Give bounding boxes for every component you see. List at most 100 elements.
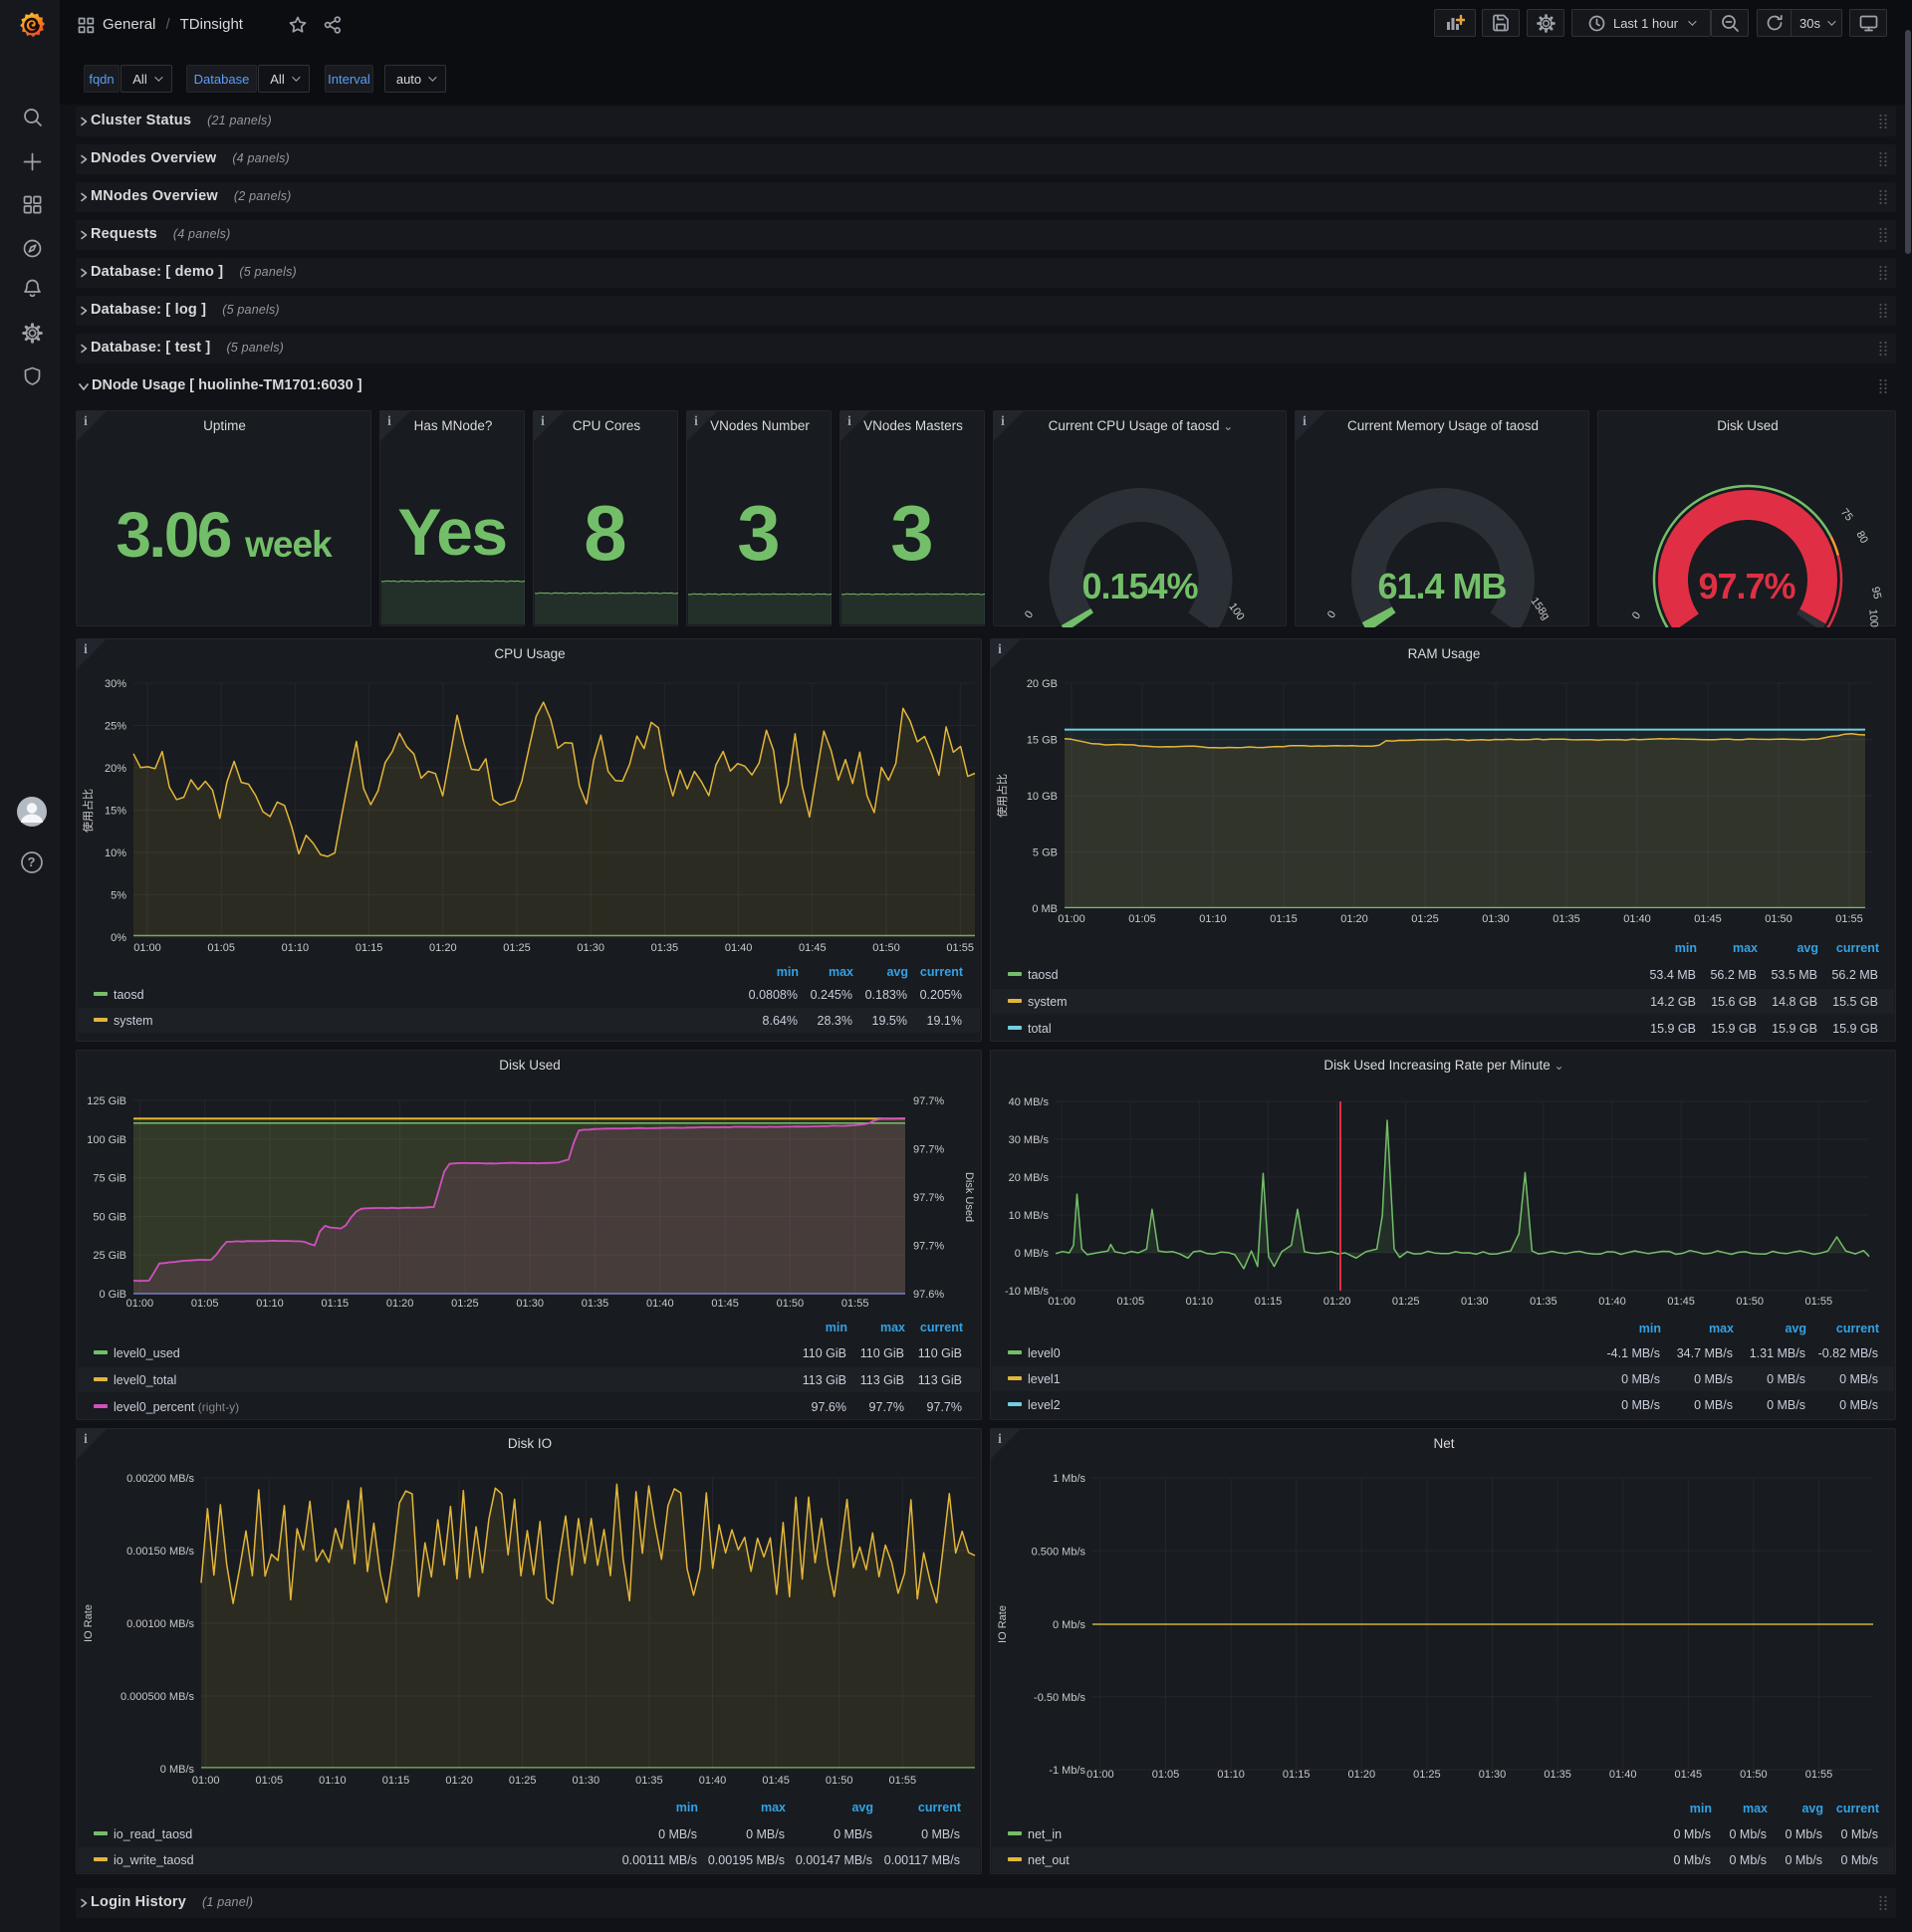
svg-text:01:05: 01:05 bbox=[256, 1775, 284, 1787]
svg-text:01:30: 01:30 bbox=[1482, 913, 1510, 925]
svg-text:-10 MB/s: -10 MB/s bbox=[1005, 1286, 1050, 1298]
svg-text:01:20: 01:20 bbox=[445, 1775, 473, 1787]
svg-text:01:55: 01:55 bbox=[1805, 1769, 1833, 1781]
svg-text:0%: 0% bbox=[111, 932, 126, 944]
svg-text:i: i bbox=[998, 1432, 1002, 1447]
svg-text:01:25: 01:25 bbox=[1392, 1296, 1420, 1308]
svg-text:-0.50 Mb/s: -0.50 Mb/s bbox=[1034, 1692, 1085, 1704]
svg-text:01:40: 01:40 bbox=[1609, 1769, 1637, 1781]
svg-text:01:50: 01:50 bbox=[777, 1298, 805, 1310]
svg-text:01:10: 01:10 bbox=[1217, 1769, 1245, 1781]
svg-text:01:35: 01:35 bbox=[635, 1775, 663, 1787]
svg-text:15%: 15% bbox=[105, 806, 126, 818]
svg-text:75 GiB: 75 GiB bbox=[93, 1173, 126, 1185]
svg-text:i: i bbox=[1303, 414, 1307, 429]
svg-text:97.6%: 97.6% bbox=[913, 1289, 944, 1301]
svg-text:20 MB/s: 20 MB/s bbox=[1009, 1172, 1050, 1184]
svg-text:01:00: 01:00 bbox=[192, 1775, 220, 1787]
svg-text:i: i bbox=[387, 414, 391, 429]
svg-text:01:25: 01:25 bbox=[509, 1775, 537, 1787]
svg-text:97.7%: 97.7% bbox=[913, 1192, 944, 1204]
svg-text:i: i bbox=[84, 642, 88, 657]
svg-text:01:45: 01:45 bbox=[1694, 913, 1722, 925]
svg-text:01:25: 01:25 bbox=[1413, 1769, 1441, 1781]
svg-text:i: i bbox=[1001, 414, 1005, 429]
svg-text:100: 100 bbox=[1866, 608, 1879, 627]
svg-text:0 MB/s: 0 MB/s bbox=[160, 1764, 195, 1776]
svg-text:01:35: 01:35 bbox=[1530, 1296, 1557, 1308]
svg-text:01:00: 01:00 bbox=[1048, 1296, 1076, 1308]
svg-text:01:50: 01:50 bbox=[872, 942, 900, 954]
svg-text:01:10: 01:10 bbox=[256, 1298, 284, 1310]
svg-text:01:40: 01:40 bbox=[699, 1775, 727, 1787]
svg-text:01:55: 01:55 bbox=[841, 1298, 869, 1310]
svg-text:01:35: 01:35 bbox=[1544, 1769, 1571, 1781]
svg-text:75: 75 bbox=[1838, 507, 1855, 524]
svg-text:97.7%: 97.7% bbox=[913, 1241, 944, 1253]
svg-text:100 GiB: 100 GiB bbox=[87, 1134, 126, 1146]
svg-text:01:05: 01:05 bbox=[1152, 1769, 1180, 1781]
svg-text:01:30: 01:30 bbox=[516, 1298, 544, 1310]
svg-text:95: 95 bbox=[1869, 586, 1883, 600]
svg-text:01:15: 01:15 bbox=[382, 1775, 410, 1787]
svg-text:01:30: 01:30 bbox=[1461, 1296, 1489, 1308]
svg-text:01:50: 01:50 bbox=[826, 1775, 853, 1787]
svg-text:Disk Used: Disk Used bbox=[963, 1172, 975, 1222]
svg-text:0.00150 MB/s: 0.00150 MB/s bbox=[126, 1546, 194, 1558]
svg-text:01:20: 01:20 bbox=[1340, 913, 1368, 925]
svg-text:i: i bbox=[847, 414, 851, 429]
svg-text:01:30: 01:30 bbox=[1479, 1769, 1507, 1781]
svg-text:0.00100 MB/s: 0.00100 MB/s bbox=[126, 1618, 194, 1630]
svg-text:97.7%: 97.7% bbox=[913, 1095, 944, 1107]
svg-text:01:55: 01:55 bbox=[889, 1775, 917, 1787]
svg-text:01:10: 01:10 bbox=[319, 1775, 347, 1787]
svg-text:01:15: 01:15 bbox=[1255, 1296, 1283, 1308]
svg-text:01:00: 01:00 bbox=[1058, 913, 1085, 925]
svg-text:0 MB: 0 MB bbox=[1032, 903, 1058, 915]
svg-text:01:00: 01:00 bbox=[126, 1298, 154, 1310]
svg-text:25 GiB: 25 GiB bbox=[93, 1250, 126, 1262]
svg-text:01:10: 01:10 bbox=[282, 942, 310, 954]
svg-text:0: 0 bbox=[1023, 608, 1036, 620]
svg-text:01:50: 01:50 bbox=[1740, 1769, 1768, 1781]
svg-text:0.500 Mb/s: 0.500 Mb/s bbox=[1032, 1546, 1086, 1558]
svg-text:01:10: 01:10 bbox=[1199, 913, 1227, 925]
svg-text:50 GiB: 50 GiB bbox=[93, 1211, 126, 1223]
svg-text:i: i bbox=[694, 414, 698, 429]
svg-text:01:05: 01:05 bbox=[1117, 1296, 1145, 1308]
svg-text:25%: 25% bbox=[105, 721, 126, 733]
svg-text:01:45: 01:45 bbox=[1667, 1296, 1695, 1308]
svg-text:i: i bbox=[541, 414, 545, 429]
svg-text:10 MB/s: 10 MB/s bbox=[1009, 1210, 1050, 1222]
svg-text:30 MB/s: 30 MB/s bbox=[1009, 1134, 1050, 1146]
svg-text:01:20: 01:20 bbox=[386, 1298, 414, 1310]
svg-text:01:55: 01:55 bbox=[946, 942, 974, 954]
svg-text:0.00200 MB/s: 0.00200 MB/s bbox=[126, 1473, 194, 1485]
svg-text:0 Mb/s: 0 Mb/s bbox=[1053, 1619, 1086, 1631]
svg-text:i: i bbox=[998, 642, 1002, 657]
svg-text:01:20: 01:20 bbox=[429, 942, 457, 954]
svg-text:5 GB: 5 GB bbox=[1033, 847, 1058, 859]
svg-text:01:15: 01:15 bbox=[322, 1298, 350, 1310]
svg-text:0 MB/s: 0 MB/s bbox=[1015, 1248, 1050, 1260]
svg-text:1 Mb/s: 1 Mb/s bbox=[1053, 1473, 1086, 1485]
svg-text:01:40: 01:40 bbox=[646, 1298, 674, 1310]
svg-text:01:15: 01:15 bbox=[1270, 913, 1298, 925]
svg-text:01:50: 01:50 bbox=[1765, 913, 1792, 925]
svg-text:01:55: 01:55 bbox=[1835, 913, 1863, 925]
svg-text:01:50: 01:50 bbox=[1736, 1296, 1764, 1308]
svg-text:10 GB: 10 GB bbox=[1027, 791, 1058, 803]
svg-text:01:40: 01:40 bbox=[725, 942, 753, 954]
svg-text:0: 0 bbox=[1325, 608, 1338, 620]
svg-text:0.000500 MB/s: 0.000500 MB/s bbox=[120, 1691, 194, 1703]
svg-text:10%: 10% bbox=[105, 847, 126, 859]
svg-text:使用占比: 使用占比 bbox=[995, 774, 1009, 818]
svg-text:15 GB: 15 GB bbox=[1027, 735, 1058, 747]
svg-text:125 GiB: 125 GiB bbox=[87, 1095, 126, 1107]
svg-text:01:45: 01:45 bbox=[762, 1775, 790, 1787]
svg-text:01:55: 01:55 bbox=[1805, 1296, 1833, 1308]
svg-text:01:15: 01:15 bbox=[356, 942, 383, 954]
svg-text:01:15: 01:15 bbox=[1283, 1769, 1311, 1781]
svg-text:01:35: 01:35 bbox=[1553, 913, 1580, 925]
svg-text:80: 80 bbox=[1853, 529, 1870, 546]
